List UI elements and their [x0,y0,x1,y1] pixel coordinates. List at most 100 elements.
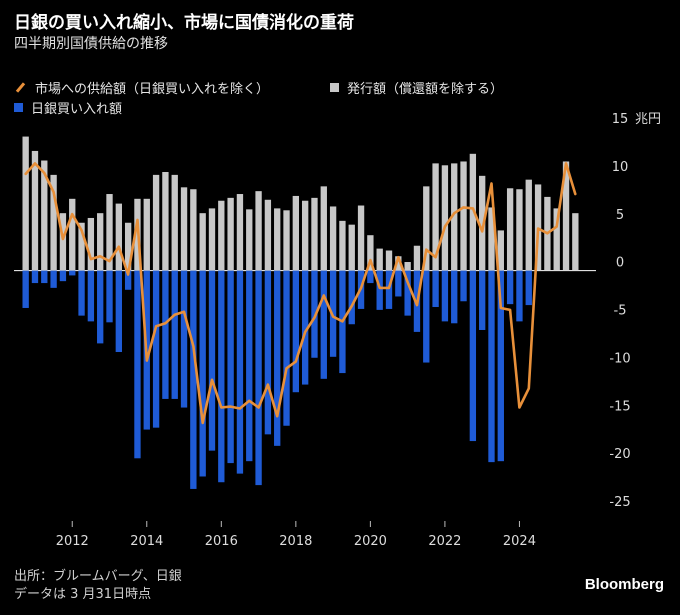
boj-bar [115,270,122,353]
chart-plot: 15 10 5 0 -5 -10 -15 -20 -25 兆円 2012 2014 2016 2018 20… [14,112,661,549]
issuance-bar [488,207,495,271]
y-tick-label: 0 [616,256,624,271]
x-tick-label: 2014 [130,534,163,549]
x-tick-label: 2020 [354,534,387,549]
source-note: 出所：ブルームバーグ、日銀 [14,569,182,584]
legend-swatch-issuance [330,83,339,92]
boj-bar [385,270,393,309]
issuance-bar [199,213,206,271]
issuance-bar [413,245,421,271]
issuance-bar [106,194,113,271]
issuance-bar [497,230,504,271]
issuance-bar [367,235,374,271]
issuance-bar [246,209,253,271]
boj-bar [162,270,169,399]
boj-bar [516,270,523,322]
boj-bar [264,270,272,435]
legend-item-boj: 日銀買い入れ額 [14,98,122,117]
boj-bar [506,270,514,305]
boj-bar [50,270,57,288]
y-tick-label: -5 [614,304,627,319]
issuance-bar [143,198,150,271]
boj-bar [283,270,290,426]
boj-bar [218,270,225,483]
boj-bar [69,270,76,276]
boj-bar [97,270,104,344]
issuance-bar [292,195,300,271]
boj-bar [432,270,439,308]
issuance-bar [339,220,346,271]
legend-item-issuance: 発行額（償還額を除する） [330,78,503,97]
boj-bar [208,270,216,451]
boj-bar [274,270,281,446]
legend-swatch-boj [14,103,23,112]
boj-bar [460,270,467,302]
bloomberg-logo: Bloomberg [584,576,664,593]
issuance-bar [320,186,327,271]
issuance-bar [50,174,57,271]
boj-bar [87,270,95,322]
boj-bar [451,270,458,324]
boj-bar [255,270,262,486]
issuance-bar [329,206,337,271]
boj-bar [246,270,253,462]
issuance-bar [115,203,122,271]
boj-bar [320,270,327,379]
boj-bar [469,270,477,442]
issuance-bar [404,262,411,271]
issuance-bar [423,186,430,271]
boj-bar [59,270,67,282]
boj-bar [376,270,383,310]
boj-bar [367,270,374,284]
issuance-bar [525,179,532,271]
legend-label-boj: 日銀買い入れ額 [31,102,123,117]
boj-bar [199,270,206,477]
issuance-bar [255,191,262,271]
issuance-bar [31,150,39,271]
boj-bar [134,270,141,459]
y-tick-label: 5 [616,208,624,223]
boj-bar [497,270,504,462]
y-tick-label: 10 [612,160,629,175]
issuance-bar [208,208,216,271]
issuance-bar [441,165,449,271]
issuance-bar [171,174,178,271]
boj-bar [488,270,495,463]
boj-bar [31,270,39,284]
issuance-bar [69,198,76,271]
x-tick-label: 2024 [503,534,536,549]
issuance-bar [190,189,197,271]
issuance-bar [22,136,29,271]
issuance-bar [218,200,225,271]
boj-bar [171,270,178,399]
issuance-bar [460,161,467,271]
y-tick-label: -20 [609,447,630,462]
issuance-bar [376,248,383,271]
y-tick-label: -15 [609,399,630,414]
x-tick-label: 2016 [205,534,238,549]
chart-subtitle: 四半期別国債供給の推移 [14,36,168,52]
issuance-bar [87,217,95,271]
chart-title: 日銀の買い入れ縮小、市場に国債消化の重荷 [14,13,354,33]
boj-bar [301,270,309,385]
boj-bar [227,270,234,464]
issuance-bar [357,205,365,271]
issuance-bar [385,250,393,271]
issuance-bar [152,174,160,271]
issuance-bar [479,175,486,271]
y-tick-label: -10 [609,351,630,366]
legend-item-market: 市場への供給額（日銀買い入れを除く） [14,78,269,97]
boj-bar [292,270,300,393]
x-tick-label: 2022 [428,534,461,549]
issuance-bar [283,210,290,271]
issuance-bar [78,222,85,271]
x-tick-label: 2018 [279,534,312,549]
y-tick-label: -25 [609,495,630,510]
boj-bar [236,270,244,474]
boj-bar [395,270,402,297]
boj-bar [124,270,132,290]
issuance-bar [506,188,514,271]
boj-bar [404,270,411,316]
boj-bar [441,270,449,322]
y-unit-label: 兆円 [635,112,661,127]
